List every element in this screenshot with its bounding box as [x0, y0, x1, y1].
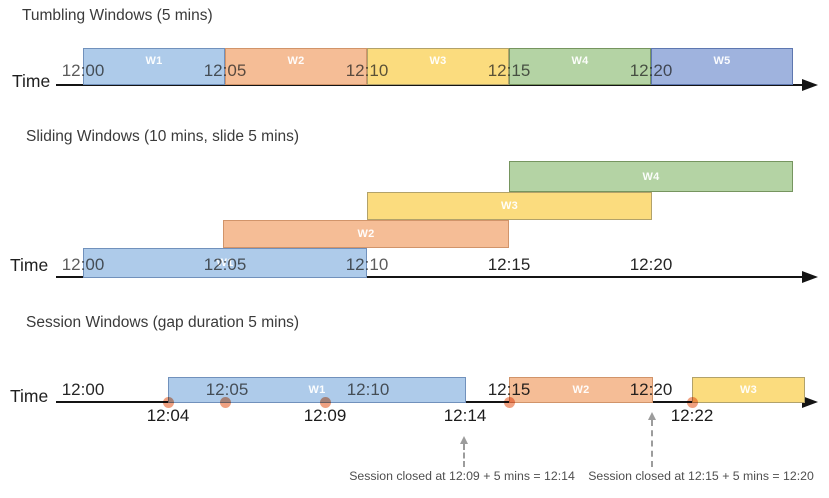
session-window-label-w2: W2	[572, 384, 590, 396]
tumbling-window-label-w3: W3	[429, 54, 447, 67]
session-event-time-12-22: 12:22	[670, 406, 714, 425]
tumbling-tick-12-00: 12:00	[61, 61, 105, 80]
session-annotation-1: Session closed at 12:09 + 5 mins = 12:14	[349, 469, 575, 483]
session-tick-12-10: 12:10	[346, 380, 390, 399]
session-tick-12-00: 12:00	[61, 380, 105, 399]
sliding-window-label-w2: W2	[357, 228, 375, 240]
sliding-window-label-w4: W4	[642, 170, 660, 183]
sliding-tick-12-15: 12:15	[487, 255, 531, 274]
tumbling-tick-12-05: 12:05	[203, 61, 247, 80]
session-event-time-12-14: 12:14	[443, 406, 487, 425]
sliding-window-w3: W3	[367, 192, 652, 220]
session-callout-dashed-stem-1	[463, 444, 465, 467]
tumbling-axis-arrowhead-icon	[802, 79, 818, 91]
session-window-label-w3: W3	[739, 384, 758, 396]
session-tick-12-05: 12:05	[205, 380, 249, 399]
session-event-time-12-04: 12:04	[146, 406, 190, 425]
session-window-label-w1: W1	[308, 384, 326, 396]
session-annotation-2: Session closed at 12:15 + 5 mins = 12:20	[588, 469, 814, 483]
tumbling-window-label-w4: W4	[571, 54, 589, 67]
session-window-w3: W3	[692, 377, 805, 403]
sliding-time-axis-line	[56, 276, 804, 278]
sliding-window-label-w3: W3	[500, 200, 519, 212]
tumbling-tick-12-15: 12:15	[487, 61, 531, 80]
session-section-title: Session Windows (gap duration 5 mins)	[26, 314, 300, 331]
tumbling-window-w2: W2	[225, 48, 367, 85]
sliding-axis-arrowhead-icon	[802, 271, 818, 283]
tumbling-window-w4: W4	[509, 48, 651, 85]
sliding-tick-12-00: 12:00	[61, 255, 105, 274]
tumbling-section-title: Tumbling Windows (5 mins)	[22, 7, 213, 24]
sliding-tick-12-10: 12:10	[345, 255, 389, 274]
session-event-dot	[686, 396, 698, 408]
session-callout-dashed-stem-2	[651, 420, 653, 467]
tumbling-window-label-w2: W2	[287, 54, 305, 67]
session-event-time-12-09: 12:09	[303, 406, 347, 425]
sliding-section-title: Sliding Windows (10 mins, slide 5 mins)	[26, 128, 300, 145]
session-event-dot	[219, 396, 231, 408]
session-axis-arrowhead-icon	[802, 396, 818, 408]
tumbling-tick-12-10: 12:10	[345, 61, 389, 80]
sliding-window-w1: W1	[83, 248, 367, 278]
session-callout-arrowhead-icon-1	[459, 436, 468, 444]
session-event-dot	[319, 396, 331, 408]
tumbling-time-axis-line	[56, 84, 804, 86]
tumbling-window-w3: W3	[367, 48, 509, 85]
sliding-tick-12-05: 12:05	[203, 255, 247, 274]
session-window-w2: W2	[509, 377, 653, 403]
session-tick-12-20: 12:20	[629, 380, 673, 399]
session-callout-arrowhead-icon-2	[647, 412, 656, 420]
tumbling-window-w5: W5	[651, 48, 793, 85]
tumbling-window-label-w5: W5	[713, 54, 731, 67]
tumbling-tick-12-20: 12:20	[629, 61, 673, 80]
sliding-window-w2: W2	[223, 220, 509, 248]
sliding-time-axis-label: Time	[10, 255, 49, 275]
session-window-w1: W1	[168, 377, 466, 403]
session-time-axis-label: Time	[10, 386, 49, 406]
session-event-dot	[162, 396, 174, 408]
sliding-window-label-w1: W1	[216, 257, 234, 269]
sliding-tick-12-20: 12:20	[629, 255, 673, 274]
tumbling-window-label-w1: W1	[145, 54, 163, 67]
session-tick-12-15: 12:15	[487, 380, 531, 399]
session-event-dot	[503, 396, 515, 408]
tumbling-time-axis-label: Time	[12, 71, 51, 91]
tumbling-window-w1: W1	[83, 48, 225, 85]
sliding-window-w4: W4	[509, 161, 793, 192]
